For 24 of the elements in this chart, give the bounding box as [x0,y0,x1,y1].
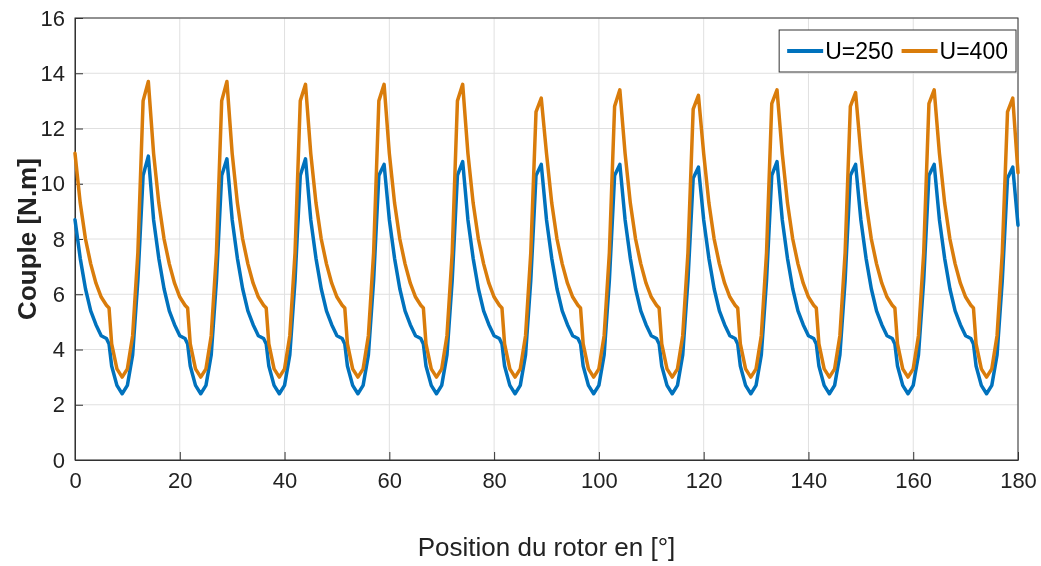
y-tick-label: 0 [52,447,65,473]
y-tick-label: 10 [40,171,65,197]
x-tick-label: 160 [895,467,933,493]
x-tick-label: 80 [482,467,507,493]
y-tick-label: 8 [52,226,65,252]
legend-label: U=250 [825,38,894,64]
x-tick-label: 20 [168,467,193,493]
line-series [73,79,1020,379]
y-tick-label: 12 [40,116,65,142]
x-tick-label: 120 [685,467,723,493]
x-tick-label: 100 [581,467,618,493]
x-tick-label: 180 [1000,467,1037,493]
x-axis-title: Position du rotor en [°] [417,532,676,562]
y-tick-label: 16 [40,5,65,31]
y-tick-label: 14 [40,60,65,86]
y-tick-label: 6 [52,281,65,307]
x-tick-label: 40 [272,467,298,493]
x-tick-label: 140 [790,467,828,493]
x-tick-label: 0 [69,467,82,493]
y-axis-title: Couple [N.m] [12,158,42,320]
legend-label: U=400 [939,38,1008,64]
y-tick-label: 2 [52,392,65,418]
y-tick-label: 4 [52,337,65,363]
x-tick-label: 60 [377,467,403,493]
